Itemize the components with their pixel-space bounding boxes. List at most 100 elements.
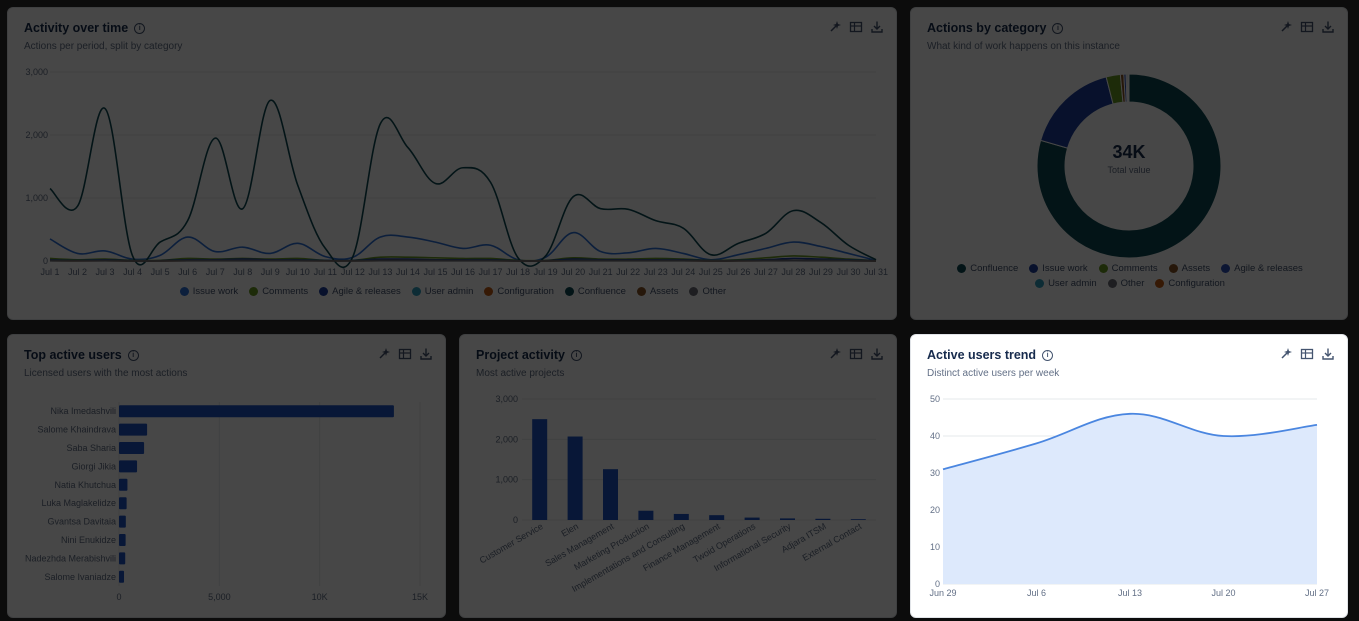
legend-item[interactable]: Issue work <box>1029 263 1088 274</box>
y-tick-label: 0 <box>513 515 518 525</box>
user-label: Gvantsa Davitaia <box>47 517 116 527</box>
legend-swatch <box>1035 279 1045 288</box>
x-tick-label: Jul 22 <box>616 267 640 277</box>
legend-item[interactable]: User admin <box>411 286 473 297</box>
download-icon[interactable] <box>419 347 433 361</box>
project-bar[interactable] <box>567 436 583 520</box>
project-bar[interactable] <box>709 515 725 520</box>
legend-item[interactable]: Agile & releases <box>1221 263 1303 274</box>
legend-item[interactable]: Confluence <box>957 263 1018 274</box>
user-bar[interactable] <box>119 423 148 436</box>
legend-item[interactable]: Comments <box>249 286 308 297</box>
legend-swatch <box>689 287 699 296</box>
x-tick-label: Jul 12 <box>341 267 365 277</box>
download-icon[interactable] <box>1321 347 1335 361</box>
project-bar[interactable] <box>673 513 689 520</box>
legend-item[interactable]: Agile & releases <box>319 286 401 297</box>
x-tick-label: Jul 2 <box>68 267 87 277</box>
info-icon[interactable]: i <box>127 349 139 361</box>
sparkle-icon[interactable] <box>377 347 391 361</box>
donut-center-label: Total value <box>1107 165 1151 175</box>
category-title: Actions by category i <box>927 21 1064 35</box>
user-bar[interactable] <box>119 570 125 583</box>
y-tick-label: 1,000 <box>495 475 518 485</box>
legend-item[interactable]: Issue work <box>179 286 238 297</box>
info-icon[interactable]: i <box>1052 22 1064 34</box>
user-bar[interactable] <box>119 460 138 473</box>
download-icon[interactable] <box>870 347 884 361</box>
project-bar[interactable] <box>638 510 654 520</box>
user-bar[interactable] <box>119 478 128 491</box>
trend-title-text: Active users trend <box>927 348 1037 362</box>
user-bar[interactable] <box>119 405 394 418</box>
sparkle-icon[interactable] <box>1279 20 1293 34</box>
x-tick-label: External Contact <box>801 521 864 563</box>
donut-slice[interactable] <box>1127 73 1130 103</box>
x-tick-label: 15K <box>412 592 428 602</box>
y-tick-label: 50 <box>930 394 940 404</box>
activity-title: Activity over time i <box>24 21 146 35</box>
user-bar[interactable] <box>119 534 126 546</box>
sparkle-icon[interactable] <box>828 20 842 34</box>
x-tick-label: 10K <box>312 592 328 602</box>
project-bar[interactable] <box>850 519 866 520</box>
legend-swatch <box>957 264 967 273</box>
activity-subtitle: Actions per period, split by category <box>24 41 183 52</box>
info-icon[interactable]: i <box>570 349 582 361</box>
sparkle-icon[interactable] <box>828 347 842 361</box>
info-icon[interactable]: i <box>134 22 146 34</box>
project-bar[interactable] <box>744 517 760 520</box>
table-icon[interactable] <box>1300 20 1314 34</box>
legend-item[interactable]: Other <box>689 286 726 297</box>
project-bar[interactable] <box>815 518 831 520</box>
y-tick-label: 1,000 <box>25 193 48 203</box>
download-icon[interactable] <box>870 20 884 34</box>
x-tick-label: Jul 9 <box>261 267 280 277</box>
download-icon[interactable] <box>1321 20 1335 34</box>
x-tick-label: Jul 17 <box>479 267 503 277</box>
project-bar[interactable] <box>780 518 795 520</box>
table-icon[interactable] <box>1300 347 1314 361</box>
donut-slice[interactable] <box>1040 76 1114 149</box>
sparkle-icon[interactable] <box>1279 347 1293 361</box>
x-tick-label: Jul 30 <box>836 267 860 277</box>
legend-swatch <box>179 287 189 296</box>
legend-item[interactable]: Assets <box>636 286 679 297</box>
y-tick-label: 3,000 <box>25 67 48 77</box>
legend-item[interactable]: Other <box>1107 278 1144 289</box>
user-bar[interactable] <box>119 515 126 528</box>
project-title: Project activity i <box>476 348 582 362</box>
info-icon[interactable]: i <box>1042 349 1054 361</box>
legend-swatch <box>484 287 494 296</box>
legend-item[interactable]: User admin <box>1035 278 1097 289</box>
series-line[interactable] <box>49 99 877 269</box>
activity-toolbar <box>828 20 884 34</box>
x-tick-label: Jul 31 <box>864 267 888 277</box>
table-icon[interactable] <box>849 20 863 34</box>
legend-label: Assets <box>649 286 679 297</box>
x-tick-label: Jul 27 <box>1305 588 1329 598</box>
x-tick-label: Jul 11 <box>314 267 337 277</box>
user-bar[interactable] <box>119 497 127 510</box>
legend-item[interactable]: Comments <box>1098 263 1158 274</box>
legend-item[interactable]: Assets <box>1168 263 1210 274</box>
user-bar[interactable] <box>119 442 145 454</box>
legend-label: Agile & releases <box>332 286 401 297</box>
category-legend: Confluence Issue work Comments Assets Agile … <box>951 263 1309 289</box>
series-line[interactable] <box>49 231 877 262</box>
project-bar[interactable] <box>603 469 618 520</box>
legend-swatch <box>1168 264 1178 273</box>
y-tick-label: 20 <box>930 505 940 515</box>
user-bar[interactable] <box>119 552 126 565</box>
table-icon[interactable] <box>398 347 412 361</box>
table-icon[interactable] <box>849 347 863 361</box>
legend-item[interactable]: Configuration <box>1155 278 1225 289</box>
x-tick-label: Jul 23 <box>644 267 668 277</box>
legend-item[interactable]: Confluence <box>564 286 626 297</box>
active-users-trend-card: Active users trend i Distinct active use… <box>910 334 1348 618</box>
legend-swatch <box>411 287 421 296</box>
legend-item[interactable]: Configuration <box>484 286 554 297</box>
project-bar[interactable] <box>532 419 548 520</box>
trend-toolbar <box>1279 347 1335 361</box>
legend-label: Issue work <box>1042 263 1088 274</box>
